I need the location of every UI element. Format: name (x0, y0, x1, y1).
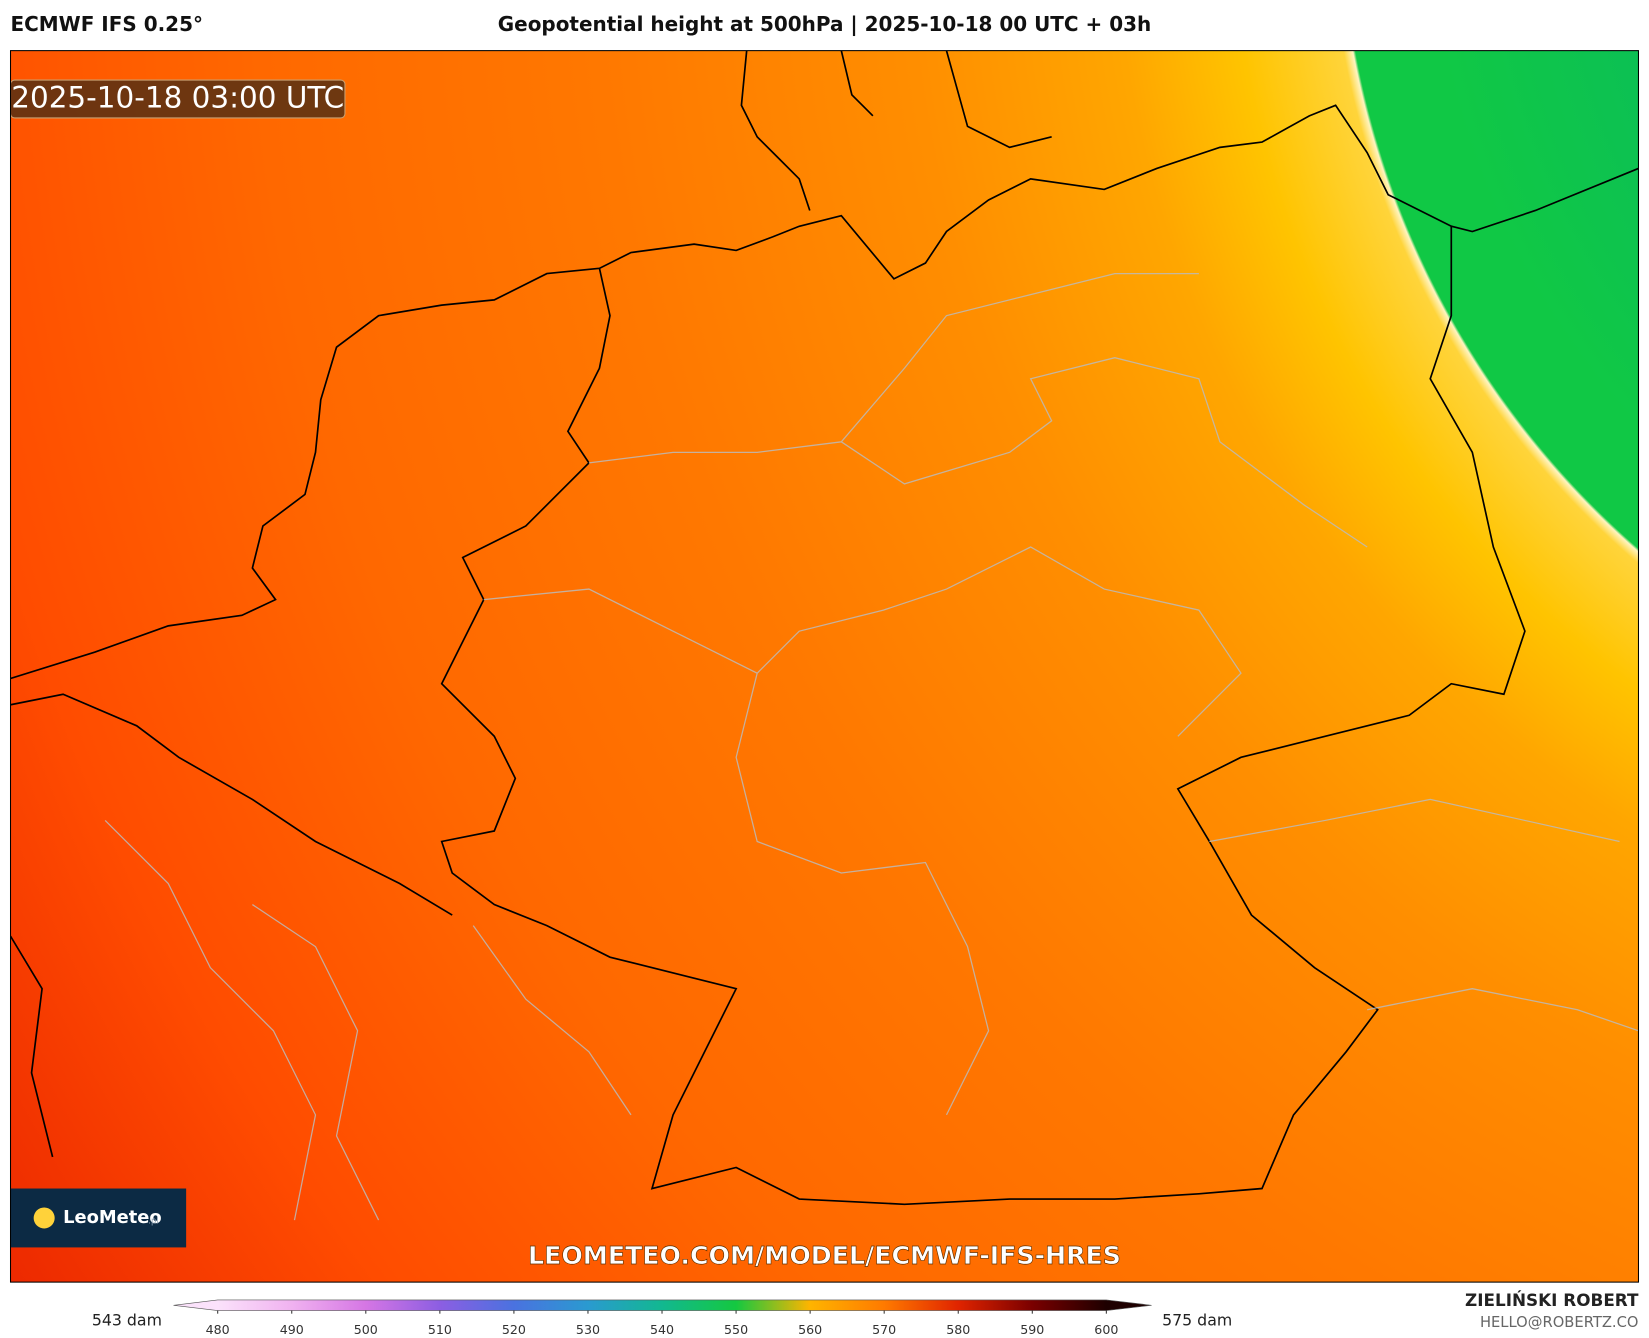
logo-suffix: .pl (148, 1216, 158, 1226)
colorbar-tick-label: 540 (650, 1322, 674, 1337)
map-frame (9, 50, 1640, 1283)
model-name: ECMWF IFS 0.25° (11, 12, 203, 36)
colorbar: 543 dam 575 dam 480 490 500 510 520 530 540 550… (92, 1299, 1232, 1337)
colorbar-tick-label: 530 (576, 1322, 600, 1337)
coastline-north (740, 50, 1052, 211)
colorbar-tick-label: 480 (206, 1322, 230, 1337)
colorbar-tick-label: 510 (428, 1322, 452, 1337)
author: ZIELIŃSKI ROBERT (1465, 1289, 1639, 1310)
email: HELLO@ROBERTZ.CO (1480, 1314, 1639, 1331)
national-border-west (10, 693, 453, 1158)
valid-time: 2025-10-18 03:00 UTC (11, 81, 344, 115)
height-field (10, 50, 1639, 1283)
colorbar-tick-label: 600 (1094, 1322, 1118, 1337)
colorbar-tick-label: 580 (946, 1322, 970, 1337)
colorbar-tick-label: 500 (354, 1322, 378, 1337)
colorbar-tick-label: 550 (724, 1322, 748, 1337)
colorbar-min-label: 543 dam (92, 1311, 162, 1330)
watermark: LEOMETEO.COM/MODEL/ECMWF-IFS-HRES (528, 1241, 1121, 1270)
colorbar-bar (173, 1299, 1152, 1311)
colorbar-tick-label: 570 (872, 1322, 896, 1337)
national-border (440, 226, 1526, 1206)
colorbar-tick-label: 590 (1020, 1322, 1044, 1337)
valid-time-box (10, 79, 346, 119)
colorbar-tick-label: 520 (502, 1322, 526, 1337)
regional-borders (104, 272, 1639, 1221)
map: 2025-10-18 03:00 UTC LeoMeteo .pl LEOMET… (10, 50, 1639, 1283)
coastline (10, 104, 1639, 680)
colorbar-tick-label: 490 (280, 1322, 304, 1337)
colorbar-max-label: 575 dam (1162, 1311, 1232, 1330)
logo: LeoMeteo (63, 1207, 162, 1228)
logo-sun (33, 1207, 55, 1229)
colorbar-tick-label: 560 (798, 1322, 822, 1337)
chart-title: Geopotential height at 500hPa | 2025-10-… (498, 12, 1151, 36)
